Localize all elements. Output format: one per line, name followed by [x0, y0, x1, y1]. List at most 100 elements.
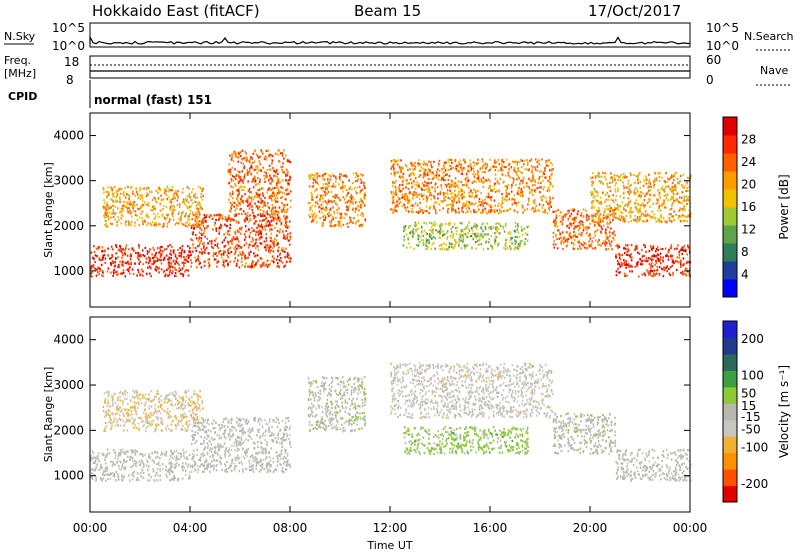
- echo-cell: [262, 166, 264, 169]
- echo-cell: [111, 212, 113, 215]
- echo-cell: [332, 195, 334, 198]
- echo-cell: [573, 208, 575, 211]
- echo-cell: [390, 165, 393, 168]
- echo-cell: [418, 186, 421, 189]
- echo-cell: [187, 274, 190, 277]
- echo-cell: [461, 204, 464, 207]
- echo-cell: [233, 150, 235, 153]
- echo-cell: [505, 245, 507, 248]
- echo-cell: [142, 203, 144, 206]
- echo-cell: [471, 192, 474, 195]
- echo-cell: [286, 237, 288, 240]
- echo-cell: [311, 209, 314, 213]
- echo-cell: [234, 250, 237, 253]
- echo-cell: [534, 158, 537, 161]
- echo-cell: [273, 245, 275, 248]
- echo-cell: [618, 261, 620, 264]
- echo-cell: [279, 253, 281, 256]
- echo-cell: [478, 235, 481, 238]
- echo-cell: [130, 261, 132, 264]
- echo-cell: [409, 204, 412, 207]
- echo-cell: [541, 206, 543, 209]
- echo-cell: [424, 169, 427, 172]
- echo-cell: [545, 164, 548, 167]
- echo-cell: [167, 258, 169, 261]
- echo-cell: [118, 219, 120, 222]
- echo-cell: [458, 233, 461, 236]
- echo-cell: [423, 162, 426, 165]
- echo-cell: [674, 187, 676, 190]
- echo-cell: [557, 229, 559, 232]
- echo-cell: [191, 218, 193, 221]
- echo-cell: [627, 179, 630, 182]
- echo-cell: [591, 201, 593, 204]
- echo-cell: [258, 237, 261, 240]
- echo-cell: [322, 221, 325, 225]
- echo-cell: [410, 174, 412, 177]
- echo-cell: [261, 152, 264, 155]
- echo-cell: [283, 204, 286, 207]
- echo-cell: [460, 187, 462, 190]
- echo-cell: [407, 226, 410, 230]
- echo-cell: [622, 172, 625, 176]
- echo-cell: [570, 225, 572, 228]
- echo-cell: [440, 244, 442, 247]
- echo-cell: [153, 451, 156, 454]
- echo-cell: [94, 254, 97, 257]
- echo-cell: [328, 200, 331, 203]
- echo-cell: [588, 226, 590, 229]
- echo-cell: [417, 238, 420, 241]
- echo-cell: [589, 237, 592, 240]
- echo-cell: [154, 260, 157, 263]
- echo-cell: [444, 161, 447, 164]
- echo-cell: [685, 250, 687, 253]
- echo-cell: [172, 260, 174, 263]
- echo-cell: [425, 231, 427, 235]
- echo-cell: [328, 185, 331, 188]
- echo-cell: [169, 467, 172, 470]
- echo-cell: [526, 226, 529, 229]
- echo-cell: [516, 228, 519, 231]
- echo-cell: [98, 460, 101, 463]
- echo-cell: [129, 258, 132, 261]
- echo-cell: [608, 239, 610, 242]
- echo-cell: [612, 209, 614, 212]
- echo-cell: [289, 220, 291, 223]
- echo-cell: [111, 223, 113, 226]
- echo-cell: [229, 168, 232, 171]
- echo-cell: [613, 230, 615, 233]
- echo-cell: [395, 204, 398, 207]
- echo-cell: [268, 213, 270, 216]
- echo-cell: [605, 248, 607, 251]
- echo-cell: [496, 209, 498, 212]
- echo-cell: [169, 269, 171, 272]
- echo-cell: [458, 192, 460, 195]
- echo-cell: [278, 219, 281, 223]
- echo-cell: [461, 189, 463, 192]
- echo-cell: [675, 186, 677, 189]
- echo-cell: [520, 187, 523, 191]
- echo-cell: [665, 185, 667, 188]
- echo-cell: [228, 163, 231, 166]
- echo-cell: [134, 451, 137, 454]
- echo-cell: [121, 476, 123, 479]
- echo-cell: [443, 164, 445, 167]
- echo-cell: [433, 221, 436, 224]
- echo-cell: [231, 175, 234, 178]
- echo-cell: [604, 231, 607, 234]
- echo-cell: [496, 226, 498, 229]
- echo-cell: [568, 211, 570, 214]
- echo-cell: [106, 211, 109, 215]
- echo-cell: [163, 270, 166, 273]
- echo-cell: [548, 175, 551, 178]
- echo-cell: [426, 195, 428, 198]
- echo-cell: [627, 263, 630, 266]
- echo-cell: [454, 160, 457, 163]
- echo-cell: [485, 233, 488, 236]
- echo-cell: [434, 182, 437, 185]
- echo-cell: [586, 232, 588, 235]
- echo-cell: [183, 201, 185, 204]
- echo-cell: [235, 221, 238, 224]
- echo-cell: [145, 464, 148, 467]
- echo-cell: [454, 182, 457, 185]
